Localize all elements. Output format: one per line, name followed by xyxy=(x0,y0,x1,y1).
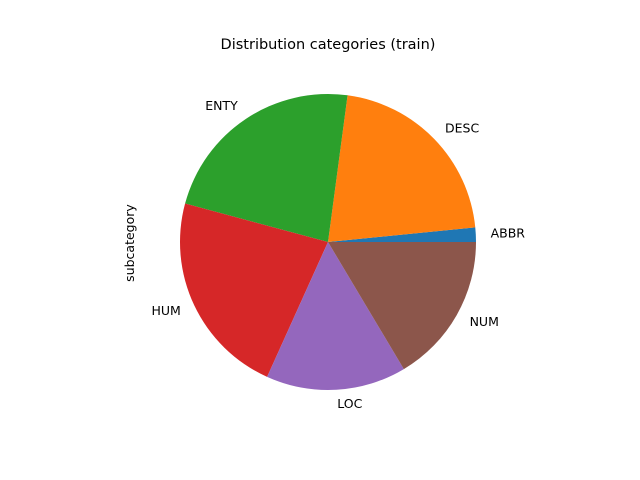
pie-slice-hum xyxy=(180,203,328,377)
pie-label-hum: HUM xyxy=(151,303,180,318)
pie-label-abbr: ABBR xyxy=(491,225,526,240)
chart-title: Distribution categories (train) xyxy=(221,37,436,53)
pie-label-loc: LOC xyxy=(337,396,362,411)
y-axis-label: subcategory xyxy=(122,204,137,282)
pie-label-desc: DESC xyxy=(445,120,479,135)
pie-label-num: NUM xyxy=(470,314,499,329)
pie-slice-num xyxy=(328,242,476,370)
pie-slice-enty xyxy=(185,94,348,242)
pie-labels: ABBR DESC ENTY HUM LOC NUM xyxy=(151,98,525,411)
pie-slice-abbr xyxy=(328,227,476,242)
pie-slices xyxy=(180,94,476,391)
pie-slice-desc xyxy=(328,95,476,242)
pie-label-enty: ENTY xyxy=(205,98,238,113)
pie-slice-loc xyxy=(267,242,404,391)
